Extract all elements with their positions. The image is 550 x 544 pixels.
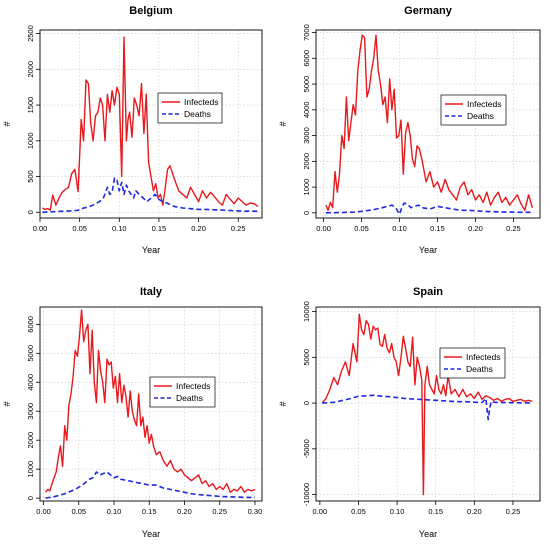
germany-legend-label-deaths: Deaths [467,111,494,121]
belgium-ytick-label-1: 500 [26,170,35,183]
germany-xlabel: Year [419,245,437,255]
belgium-ylabel: # [2,121,12,126]
belgium-ytick-label-2: 1000 [26,132,35,149]
spain-title: Spain [413,286,443,298]
belgium-ytick-label-4: 2000 [26,61,35,78]
spain-xtick-label-3: 0.15 [428,507,443,516]
belgium-ytick-label-5: 2500 [26,25,35,42]
germany-xtick-label-2: 0.10 [392,224,407,233]
italy-ytick-label-2: 2000 [26,432,35,449]
germany-series-infecteds-line [325,34,534,212]
italy-title: Italy [140,286,163,298]
belgium-xtick-label-3: 0.15 [152,224,167,233]
italy-xtick-label-4: 0.20 [177,507,192,516]
germany-title: Germany [404,5,453,17]
germany-plot-frame [315,29,541,219]
germany-panel: Germany 0.00 0.05 0.10 0.15 0.20 0.25 0 1000 2000… [278,5,541,255]
spain-legend: Infecteds Deaths [439,347,506,379]
belgium-xtick-label-1: 0.05 [72,224,87,233]
belgium-panel: Belgium 0.00 0.05 0.10 0.15 0.20 0.25 0 500 1000 1… [2,5,263,255]
germany-ytick-label-3: 3000 [302,127,311,144]
italy-plot-frame [39,306,263,502]
italy-ylabel: # [2,401,12,406]
spain-xtick-label-2: 0.10 [390,507,405,516]
germany-legend: Infecteds Deaths [440,94,507,126]
germany-series-deaths-line [325,202,533,215]
spain-ytick-label-0: -10000 [302,483,311,506]
belgium-legend-label-infecteds: Infecteds [184,97,219,107]
belgium-series-infecteds-line [42,36,259,211]
italy-legend-label-infecteds: Infecteds [176,381,211,391]
spain-series-infecteds-line [321,313,533,496]
belgium-xtick-label-5: 0.25 [231,224,246,233]
germany-ytick-label-7: 7000 [302,24,311,41]
italy-legend-label-deaths: Deaths [176,393,203,403]
belgium-title: Belgium [129,5,173,17]
germany-ytick-label-4: 4000 [302,101,311,118]
italy-ytick-label-0: 0 [26,496,35,500]
belgium-xlabel: Year [142,245,160,255]
spain-xtick-label-4: 0.20 [467,507,482,516]
spain-xlabel: Year [419,529,437,539]
spain-plot-frame [315,306,541,502]
italy-xtick-label-3: 0.15 [142,507,157,516]
germany-ytick-label-0: 0 [302,211,311,215]
italy-ytick-label-4: 4000 [26,374,35,391]
italy-xtick-label-1: 0.05 [71,507,86,516]
germany-ytick-label-1: 1000 [302,179,311,196]
italy-xtick-label-2: 0.10 [107,507,122,516]
belgium-legend-label-deaths: Deaths [184,109,211,119]
italy-ytick-label-5: 5000 [26,345,35,362]
belgium-legend-box [157,92,223,124]
spain-xtick-label-1: 0.05 [351,507,366,516]
belgium-xtick-label-0: 0.00 [33,224,48,233]
belgium-ytick-label-3: 1500 [26,97,35,114]
spain-ytick-label-3: 5000 [302,349,311,366]
germany-ytick-label-6: 6000 [302,50,311,67]
belgium-series-deaths-line [42,177,259,214]
italy-xtick-label-6: 0.30 [248,507,263,516]
spain-series-deaths-line [322,394,533,421]
belgium-ytick-label-0: 0 [26,210,35,214]
spain-panel: Spain 0.00 0.05 0.10 0.15 0.20 0.25 -10000 -5000… [278,286,541,539]
germany-xtick-label-1: 0.05 [354,224,369,233]
germany-xtick-label-5: 0.25 [506,224,521,233]
spain-legend-label-infecteds: Infecteds [466,352,501,362]
germany-ytick-label-5: 5000 [302,76,311,93]
italy-panel: Italy 0.00 0.05 0.10 0.15 0.20 0.25 0.30 0 1000 20… [2,286,263,539]
italy-series-infecteds-line [45,309,256,493]
spain-ytick-label-2: 0 [302,401,311,405]
germany-legend-label-infecteds: Infecteds [467,99,502,109]
italy-ytick-label-1: 1000 [26,461,35,478]
italy-ytick-label-6: 6000 [26,316,35,333]
spain-legend-label-deaths: Deaths [466,364,493,374]
italy-legend-box [149,376,216,408]
germany-xtick-label-4: 0.20 [468,224,483,233]
germany-xtick-label-3: 0.15 [430,224,445,233]
belgium-xtick-label-2: 0.10 [112,224,127,233]
spain-xtick-label-5: 0.25 [506,507,521,516]
germany-ytick-label-2: 2000 [302,153,311,170]
spain-ytick-label-1: -5000 [302,439,311,458]
italy-xlabel: Year [142,529,160,539]
italy-xtick-label-5: 0.25 [212,507,227,516]
germany-legend-box [440,94,507,126]
spain-ylabel: # [278,401,288,406]
germany-xtick-label-0: 0.00 [316,224,331,233]
belgium-legend: Infecteds Deaths [157,92,223,124]
italy-legend: Infecteds Deaths [149,376,216,408]
italy-series-deaths-line [45,471,256,499]
spain-legend-box [439,347,506,379]
italy-ytick-label-3: 3000 [26,403,35,420]
spain-ytick-label-4: 10000 [302,301,311,322]
spain-xtick-label-0: 0.00 [313,507,328,516]
germany-ylabel: # [278,121,288,126]
belgium-xtick-label-4: 0.20 [191,224,206,233]
italy-xtick-label-0: 0.00 [36,507,51,516]
belgium-plot-frame [39,29,263,219]
